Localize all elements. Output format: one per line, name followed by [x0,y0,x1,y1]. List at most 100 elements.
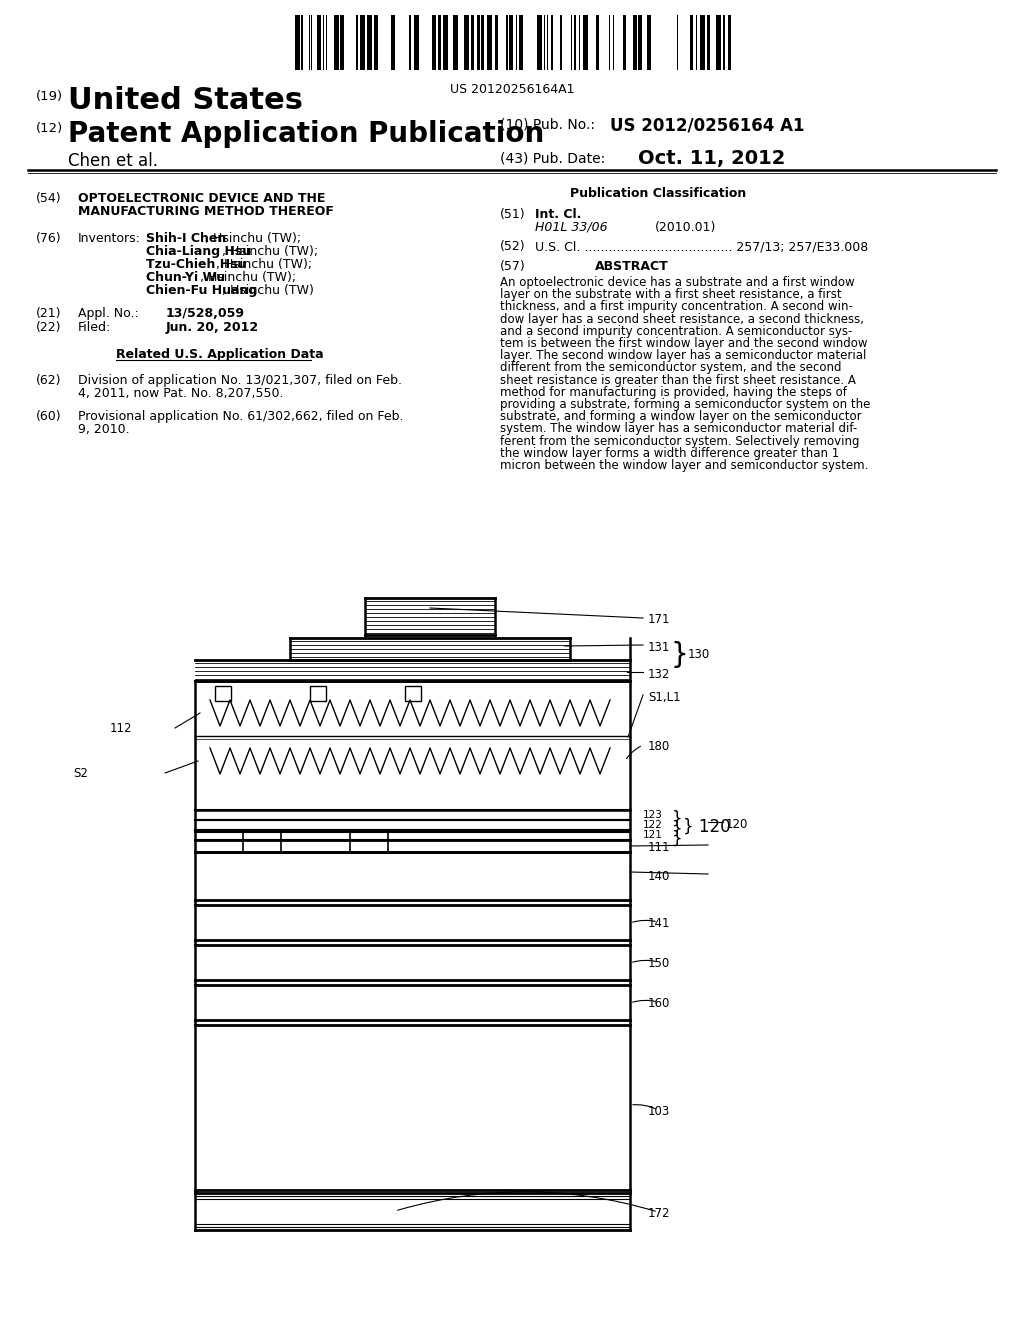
Bar [301,15,303,70]
Text: (60): (60) [36,411,61,422]
Bar [700,15,705,70]
Bar [506,15,508,70]
Text: 120: 120 [726,818,749,832]
Text: Publication Classification: Publication Classification [570,187,746,201]
Bar [334,15,339,70]
Bar [477,15,480,70]
Bar [317,15,321,70]
Bar [367,15,372,70]
Text: 4, 2011, now Pat. No. 8,207,550.: 4, 2011, now Pat. No. 8,207,550. [78,387,284,400]
Bar [487,15,492,70]
Text: Jun. 20, 2012: Jun. 20, 2012 [166,321,259,334]
Text: US 20120256164A1: US 20120256164A1 [450,83,574,96]
Text: (51): (51) [500,209,525,220]
Text: Appl. No.:: Appl. No.: [78,308,138,319]
Bar [509,15,513,70]
Bar [633,15,637,70]
Bar [596,15,599,70]
Text: Tzu-Chieh Hsu: Tzu-Chieh Hsu [146,257,247,271]
Text: sheet resistance is greater than the first sheet resistance. A: sheet resistance is greater than the fir… [500,374,856,387]
Text: 122: 122 [643,820,663,830]
Bar [495,15,498,70]
Text: (52): (52) [500,240,525,253]
Text: the window layer forms a width difference greater than 1: the window layer forms a width differenc… [500,446,840,459]
Text: 111: 111 [648,841,671,854]
Bar [519,15,523,70]
Text: Provisional application No. 61/302,662, filed on Feb.: Provisional application No. 61/302,662, … [78,411,403,422]
Text: }: } [670,642,688,669]
Text: 130: 130 [688,648,711,661]
Bar [215,686,231,701]
Text: (21): (21) [36,308,61,319]
Text: Chien-Fu Huang: Chien-Fu Huang [146,284,257,297]
Bar [716,15,721,70]
Bar [414,15,419,70]
Bar [723,15,725,70]
Text: United States: United States [68,86,303,115]
Text: Patent Application Publication: Patent Application Publication [68,120,544,148]
Text: layer on the substrate with a first sheet resistance, a first: layer on the substrate with a first shee… [500,288,842,301]
Text: Shih-I Chen: Shih-I Chen [146,232,226,246]
Text: , Hsinchu (TW);: , Hsinchu (TW); [216,257,312,271]
Bar [647,15,651,70]
Bar [537,15,542,70]
Bar [453,15,458,70]
Text: 132: 132 [648,668,671,681]
Text: An optoelectronic device has a substrate and a first window: An optoelectronic device has a substrate… [500,276,855,289]
Text: (62): (62) [36,374,61,387]
Text: Division of application No. 13/021,307, filed on Feb.: Division of application No. 13/021,307, … [78,374,402,387]
Text: 13/528,059: 13/528,059 [166,308,245,319]
Text: Chun-Yi Wu: Chun-Yi Wu [146,271,225,284]
Text: Oct. 11, 2012: Oct. 11, 2012 [638,149,785,168]
Bar [560,15,562,70]
Bar [310,686,326,701]
Text: ABSTRACT: ABSTRACT [595,260,669,273]
Text: , Hsinchu (TW);: , Hsinchu (TW); [200,271,296,284]
Bar [728,15,731,70]
Bar [243,832,281,851]
Text: , Hsinchu (TW);: , Hsinchu (TW); [221,246,317,257]
Text: Chia-Liang Hsu: Chia-Liang Hsu [146,246,251,257]
Bar [707,15,710,70]
Bar [360,15,365,70]
Bar [374,15,378,70]
Text: (76): (76) [36,232,61,246]
Text: }: } [672,820,683,838]
Text: 180: 180 [648,741,671,752]
Text: US 2012/0256164 A1: US 2012/0256164 A1 [610,116,805,135]
Bar [295,15,300,70]
Bar [551,15,553,70]
Bar [471,15,474,70]
Bar [438,15,441,70]
Text: Chen et al.: Chen et al. [68,152,158,170]
Text: 141: 141 [648,917,671,931]
Text: Int. Cl.: Int. Cl. [535,209,582,220]
Text: (10) Pub. No.:: (10) Pub. No.: [500,117,595,132]
Bar [406,686,421,701]
Bar [340,15,344,70]
Bar [583,15,588,70]
Text: 140: 140 [648,870,671,883]
Text: (43) Pub. Date:: (43) Pub. Date: [500,152,605,166]
Text: S2: S2 [73,767,88,780]
Text: Related U.S. Application Data: Related U.S. Application Data [116,348,324,360]
Text: and a second impurity concentration. A semiconductor sys-: and a second impurity concentration. A s… [500,325,852,338]
Text: }: } [672,810,683,828]
Text: (12): (12) [36,121,63,135]
Bar [443,15,449,70]
Bar [623,15,626,70]
Text: (57): (57) [500,260,525,273]
Bar [464,15,469,70]
Text: dow layer has a second sheet resistance, a second thickness,: dow layer has a second sheet resistance,… [500,313,864,326]
Text: ferent from the semiconductor system. Selectively removing: ferent from the semiconductor system. Se… [500,434,859,447]
Bar [350,832,388,851]
Bar [638,15,642,70]
Text: 160: 160 [648,997,671,1010]
Text: Inventors:: Inventors: [78,232,141,246]
Text: micron between the window layer and semiconductor system.: micron between the window layer and semi… [500,459,868,473]
Text: Filed:: Filed: [78,321,112,334]
Text: , Hsinchu (TW): , Hsinchu (TW) [221,284,313,297]
Text: (19): (19) [36,90,63,103]
Text: OPTOELECTRONIC DEVICE AND THE: OPTOELECTRONIC DEVICE AND THE [78,191,326,205]
Text: substrate, and forming a window layer on the semiconductor: substrate, and forming a window layer on… [500,411,861,424]
